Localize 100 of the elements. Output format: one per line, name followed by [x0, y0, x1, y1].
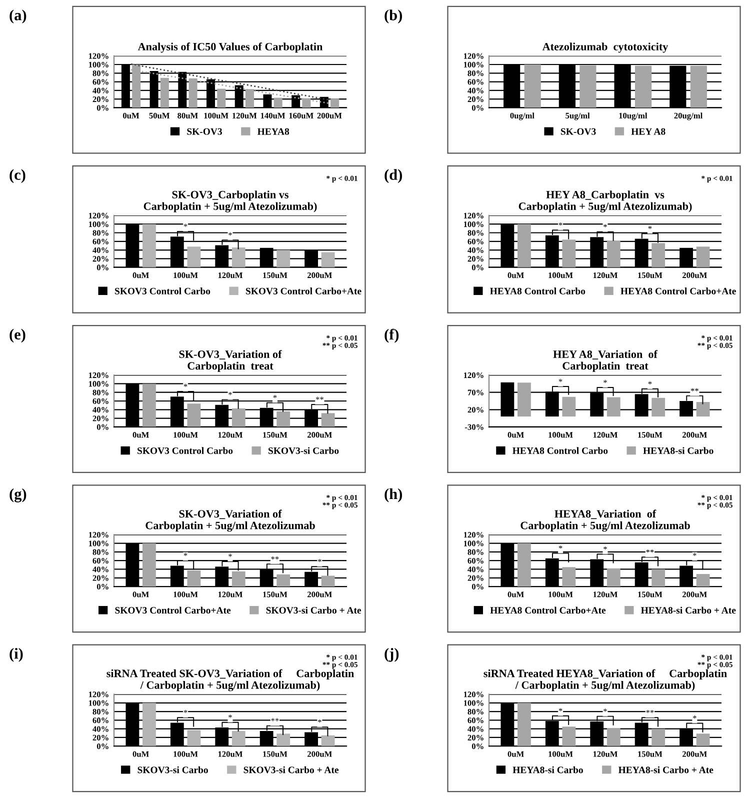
x-tick-label: 120uM	[593, 272, 618, 278]
bar	[187, 404, 201, 427]
y-tick-label: 20%	[92, 416, 108, 422]
x-tick-label: 120uM	[593, 751, 618, 757]
legend-label: SK-OV3	[560, 128, 596, 135]
x-tick-label: 120uM	[218, 592, 243, 598]
line-series	[130, 63, 330, 101]
chart-title: HEY A8_Variation of Carboplatin treat	[553, 350, 658, 372]
y-tick-label: 80%	[92, 230, 108, 236]
y-tick-label: 120%	[464, 692, 484, 698]
y-tick-label: 60%	[468, 79, 484, 85]
y-tick-label: 120%	[464, 532, 484, 538]
y-tick-label: 0%	[472, 743, 484, 750]
chart-title: Analysis of IC50 Values of Carboplatin	[138, 42, 323, 53]
y-tick-label: 20%	[468, 406, 484, 413]
bar	[276, 411, 290, 427]
y-tick-label: 20%	[92, 575, 108, 581]
legend-label: SKOV3-si Carbo + Ate	[244, 766, 339, 774]
y-tick-label: 100%	[88, 221, 108, 228]
y-tick-label: 80%	[92, 549, 108, 555]
legend-label: HEYA8	[257, 128, 290, 135]
annotation: *	[228, 232, 232, 236]
bar	[321, 252, 335, 268]
x-tick-label: 200uM	[317, 112, 342, 118]
x-tick-label: 200uM	[308, 751, 332, 757]
y-tick-label: 20%	[92, 734, 108, 740]
y-tick-label: 40%	[92, 88, 108, 94]
annotation: **	[646, 549, 654, 553]
bar	[606, 397, 620, 417]
y-tick-label: 20%	[468, 96, 484, 102]
x-tick-label: 120uM	[593, 592, 618, 598]
y-tick-label: 80%	[468, 708, 484, 715]
bar	[330, 98, 340, 108]
y-tick-label: 120%	[464, 372, 484, 378]
y-tick-label: 60%	[92, 398, 108, 404]
annotation: *	[558, 546, 562, 549]
bar	[232, 247, 246, 268]
x-tick-label: 200uM	[682, 432, 707, 438]
x-tick-label: 0uM	[132, 432, 149, 438]
bar	[652, 728, 666, 746]
legend-label: SKOV3 Control Carbo+Ate	[115, 606, 231, 614]
y-tick-label: 120%	[88, 372, 108, 378]
bar	[187, 730, 201, 746]
annotation: *	[558, 222, 562, 226]
y-tick-label: 60%	[468, 718, 484, 724]
annotation: *	[604, 708, 607, 712]
y-tick-label: 0%	[96, 743, 108, 750]
y-tick-label: 20%	[92, 256, 108, 262]
annotation: *	[184, 224, 188, 227]
bar	[562, 567, 576, 587]
y-tick-label: 60%	[92, 79, 108, 85]
y-tick-label: 100%	[88, 700, 108, 706]
y-tick-label: 100%	[88, 62, 108, 68]
y-tick-label: 60%	[92, 558, 108, 564]
y-tick-label: 80%	[92, 390, 108, 396]
x-tick-label: 150uM	[263, 432, 288, 438]
y-tick-label: 100%	[464, 700, 484, 706]
chart-title: HEYA8_Variation of Carboplatin + 5ug/ml Atezolizumab	[520, 510, 690, 532]
y-tick-label: 120%	[464, 212, 484, 218]
y-tick-label: 80%	[92, 70, 108, 76]
annotation: **	[316, 396, 324, 400]
text: (d)	[384, 169, 402, 184]
bar	[562, 726, 576, 746]
x-tick-label: 200uM	[308, 432, 332, 438]
legend-label: HEYA8 Control Carbo	[512, 447, 608, 454]
bar	[187, 246, 201, 268]
bar	[217, 88, 226, 108]
legend-label: HEYA8-si Carbo + Ate	[641, 606, 736, 614]
annotation: *	[184, 384, 188, 387]
bar	[518, 382, 531, 417]
bar	[276, 734, 290, 746]
y-tick-label: 0%	[96, 424, 108, 430]
y-tick-label: 40%	[92, 726, 108, 732]
x-tick-label: 0uM	[132, 751, 149, 757]
text: (j)	[384, 648, 399, 662]
x-tick-label: 0uM	[122, 112, 140, 118]
y-tick-label: 0%	[472, 584, 484, 590]
x-tick-label: 10ug/ml	[619, 112, 648, 120]
bar	[696, 574, 710, 587]
chart-title: Atezolizumab cytotoxicity	[542, 42, 668, 53]
x-tick-label: 100uM	[174, 751, 198, 757]
annotation: *	[648, 381, 652, 384]
legend-label: SKOV3-si Carbo + Ate	[266, 606, 362, 614]
y-tick-label: 80%	[468, 230, 484, 236]
y-tick-label: 40%	[468, 566, 484, 572]
bar	[142, 224, 156, 268]
y-tick-label: 120%	[88, 532, 108, 538]
bar	[232, 571, 246, 587]
annotation: **	[271, 556, 279, 560]
text: (a)	[10, 10, 26, 24]
bar	[606, 240, 620, 268]
x-tick-label: 200uM	[682, 272, 707, 278]
text: (e)	[10, 328, 26, 343]
text: (g)	[10, 488, 26, 502]
bar	[696, 734, 710, 746]
legend-label: HEYA8 Control Carbo+Ate	[490, 606, 606, 614]
x-tick-label: 150uM	[263, 751, 288, 757]
x-tick-label: 20ug/ml	[674, 112, 702, 120]
annotation: *	[318, 719, 322, 723]
x-tick-label: 200uM	[682, 751, 707, 757]
